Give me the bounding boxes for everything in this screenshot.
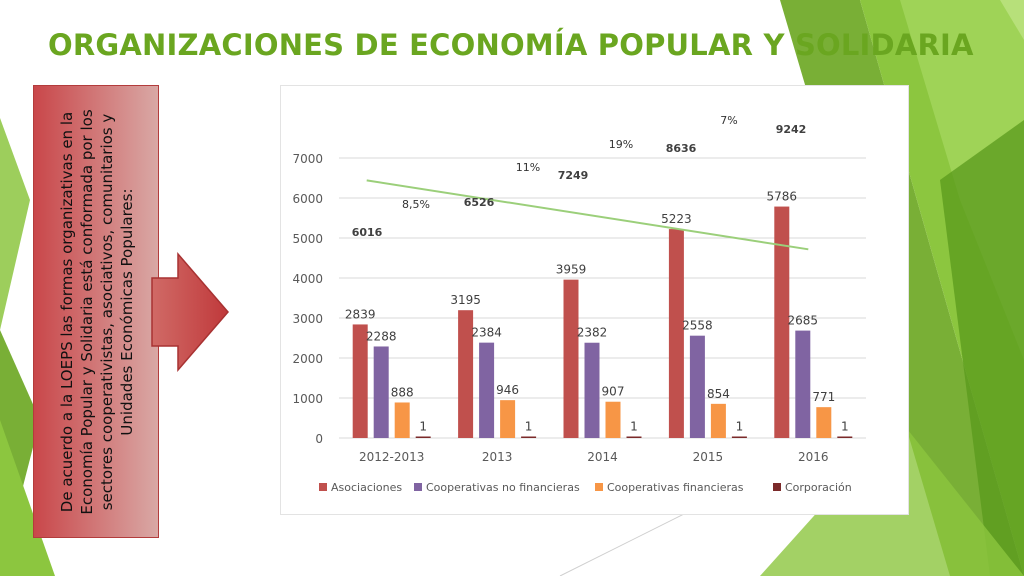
- total-label: 9242: [776, 123, 807, 136]
- data-label: 771: [812, 390, 835, 404]
- bar: [731, 436, 747, 438]
- legend-label: Cooperativas financieras: [607, 481, 744, 494]
- total-label: 8636: [666, 142, 697, 155]
- legend-swatch: [595, 483, 603, 491]
- x-tick-label: 2016: [798, 450, 829, 464]
- data-label: 888: [391, 385, 414, 399]
- legend-label: Corporación: [785, 481, 852, 494]
- legend-swatch: [319, 483, 327, 491]
- bar: [605, 401, 621, 438]
- y-tick-label: 1000: [292, 392, 323, 406]
- y-tick-label: 6000: [292, 192, 323, 206]
- growth-label: 19%: [609, 138, 633, 151]
- data-label: 2382: [577, 326, 608, 340]
- data-label: 1: [525, 420, 533, 434]
- legend-label: Asociaciones: [331, 481, 402, 494]
- data-label: 946: [496, 383, 519, 397]
- y-tick-label: 5000: [292, 232, 323, 246]
- data-label: 2384: [471, 326, 502, 340]
- data-label: 2558: [682, 319, 713, 333]
- bar: [352, 324, 368, 438]
- data-label: 1: [736, 420, 744, 434]
- bar: [479, 342, 495, 438]
- x-tick-label: 2015: [693, 450, 724, 464]
- bar: [458, 310, 474, 438]
- growth-label: 8,5%: [402, 198, 430, 211]
- legend-swatch: [414, 483, 422, 491]
- legend-swatch: [773, 483, 781, 491]
- data-label: 5223: [661, 212, 692, 226]
- bar: [563, 279, 579, 438]
- y-tick-label: 3000: [292, 312, 323, 326]
- bar: [500, 400, 516, 438]
- bar: [795, 330, 811, 438]
- data-label: 3195: [450, 293, 481, 307]
- data-label: 1: [841, 420, 849, 434]
- bar: [837, 436, 853, 438]
- bar: [584, 342, 600, 438]
- bar: [668, 229, 684, 438]
- legend-label: Cooperativas no financieras: [426, 481, 580, 494]
- data-label: 3959: [556, 263, 587, 277]
- data-label: 1: [419, 420, 427, 434]
- info-text: De acuerdo a la LOEPS las formas organiz…: [58, 109, 136, 515]
- x-tick-label: 2014: [587, 450, 618, 464]
- data-label: 2685: [788, 314, 819, 328]
- chart-frame: 0 1000 2000 3000 4000 5000 6000 7000 2012-2013 20…: [281, 86, 908, 514]
- growth-label: 7%: [720, 114, 737, 127]
- total-label: 6016: [352, 226, 383, 239]
- y-tick-label: 4000: [292, 272, 323, 286]
- right-arrow-icon: [151, 252, 229, 372]
- data-label: 2839: [345, 307, 376, 321]
- bar: [774, 206, 790, 438]
- growth-label: 11%: [516, 161, 540, 174]
- trend-line: [366, 179, 809, 251]
- y-tick-label: 0: [315, 432, 323, 446]
- bar: [415, 436, 431, 438]
- bar-chart: 0 1000 2000 3000 4000 5000 6000 7000 2012-2013 20…: [292, 114, 866, 494]
- bar: [710, 403, 726, 438]
- info-text-box: De acuerdo a la LOEPS las formas organiz…: [33, 85, 159, 538]
- bar: [521, 436, 537, 438]
- x-tick-label: 2013: [482, 450, 513, 464]
- x-tick-label: 2012-2013: [359, 450, 424, 464]
- bar: [626, 436, 642, 438]
- bar: [394, 402, 410, 438]
- total-label: 7249: [558, 169, 589, 182]
- data-label: 907: [602, 385, 625, 399]
- slide-title: ORGANIZACIONES DE ECONOMÍA POPULAR Y SOL…: [48, 28, 974, 62]
- data-label: 5786: [767, 190, 798, 204]
- data-label: 1: [630, 420, 638, 434]
- bar: [373, 346, 389, 438]
- y-tick-label: 7000: [292, 152, 323, 166]
- y-tick-label: 2000: [292, 352, 323, 366]
- data-label: 854: [707, 387, 730, 401]
- total-label: 6526: [464, 196, 495, 209]
- bar: [689, 335, 705, 438]
- data-label: 2288: [366, 329, 397, 343]
- bar: [816, 407, 832, 438]
